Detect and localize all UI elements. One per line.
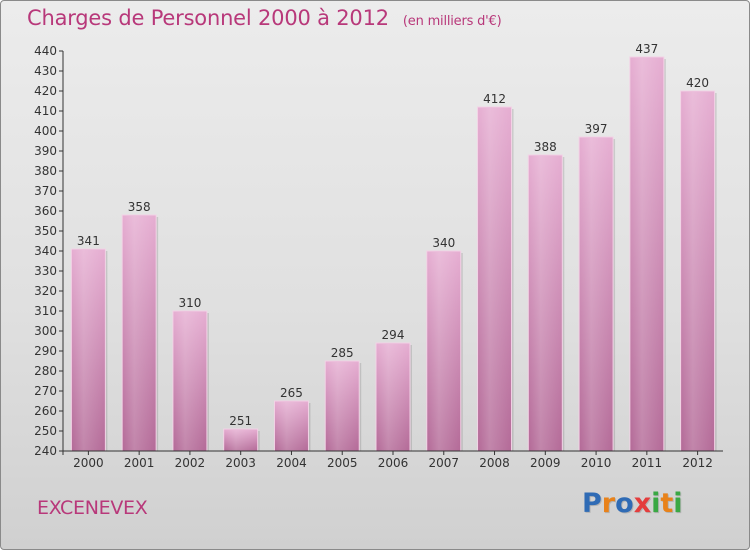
bar-highlight — [326, 362, 359, 451]
axes-group: 240 250 260 270 280 290 300 310 320 330 340 350 360 3… — [34, 44, 723, 470]
proxiti-logo: Proxiti — [582, 488, 683, 519]
bar-highlight — [529, 156, 562, 451]
bar-highlight — [224, 430, 257, 451]
y-tick-label: 390 — [34, 144, 57, 158]
bar-highlight — [427, 252, 460, 451]
x-tick-label-2011: 2011 — [632, 456, 663, 470]
bars-group: 341 358 310 251 265 285 294 340 412 388 397 437 420 — [70, 42, 717, 452]
y-tick-label: 280 — [34, 364, 57, 378]
data-label-2009: 388 — [534, 140, 557, 154]
bar-highlight — [681, 92, 714, 451]
y-tick-label: 370 — [34, 184, 57, 198]
y-tick-label: 240 — [34, 444, 57, 458]
y-tick-label: 380 — [34, 164, 57, 178]
data-label-2005: 285 — [331, 346, 354, 360]
data-label-2000: 341 — [77, 234, 100, 248]
bar-highlight — [275, 402, 308, 451]
bar-highlight — [630, 58, 663, 451]
data-label-2003: 251 — [229, 414, 252, 428]
x-tick-label-2000: 2000 — [73, 456, 104, 470]
commune-name: EXCENEVEX — [37, 497, 148, 519]
logo-letter: t — [660, 488, 674, 519]
bar-highlight — [173, 312, 206, 451]
logo-letter: r — [601, 488, 616, 519]
x-tick-label-2003: 2003 — [225, 456, 256, 470]
data-label-2004: 265 — [280, 386, 303, 400]
y-tick-label: 410 — [34, 104, 57, 118]
bar-highlight — [377, 344, 409, 451]
data-label-2007: 340 — [432, 236, 455, 250]
x-tick-label-2010: 2010 — [581, 456, 612, 470]
bar-highlight — [123, 216, 156, 451]
data-label-2002: 310 — [178, 296, 201, 310]
y-tick-label: 250 — [34, 424, 57, 438]
data-label-2006: 294 — [382, 328, 405, 342]
y-tick-label: 320 — [34, 284, 57, 298]
y-tick-label: 430 — [34, 64, 57, 78]
y-tick-label: 440 — [34, 44, 57, 58]
data-label-2011: 437 — [635, 42, 658, 56]
title-text: Charges de Personnel 2000 à 2012 — [27, 6, 389, 30]
data-label-2010: 397 — [585, 122, 608, 136]
y-tick-label: 300 — [34, 324, 57, 338]
x-tick-label-2007: 2007 — [428, 456, 459, 470]
bar-highlight — [72, 250, 105, 451]
x-tick-label-2012: 2012 — [682, 456, 713, 470]
logo-letter: o — [615, 488, 634, 519]
logo-letter: x — [633, 488, 652, 519]
y-tick-label: 350 — [34, 224, 57, 238]
data-label-2012: 420 — [686, 76, 709, 90]
y-tick-label: 400 — [34, 124, 57, 138]
y-tick-label: 310 — [34, 304, 57, 318]
y-tick-label: 330 — [34, 264, 57, 278]
y-tick-label: 420 — [34, 84, 57, 98]
unit-label: (en milliers d'€) — [402, 14, 502, 29]
x-tick-label-2009: 2009 — [530, 456, 561, 470]
bar-highlight — [580, 138, 613, 451]
y-tick-label: 360 — [34, 204, 57, 218]
x-tick-label-2008: 2008 — [479, 456, 510, 470]
y-tick-label: 290 — [34, 344, 57, 358]
x-tick-label-2001: 2001 — [124, 456, 155, 470]
logo-letter: P — [582, 488, 602, 519]
y-tick-label: 260 — [34, 404, 57, 418]
y-tick-label: 270 — [34, 384, 57, 398]
bar-highlight — [478, 108, 511, 451]
data-label-2001: 358 — [128, 200, 151, 214]
x-tick-label-2002: 2002 — [175, 456, 206, 470]
y-tick-label: 340 — [34, 244, 57, 258]
x-tick-label-2006: 2006 — [378, 456, 409, 470]
logo-letter: i — [673, 488, 683, 519]
x-tick-label-2005: 2005 — [327, 456, 358, 470]
chart-title: Charges de Personnel 2000 à 2012 (en mill… — [27, 6, 502, 30]
logo-letter: i — [651, 488, 661, 519]
data-label-2008: 412 — [483, 92, 506, 106]
x-tick-label-2004: 2004 — [276, 456, 307, 470]
